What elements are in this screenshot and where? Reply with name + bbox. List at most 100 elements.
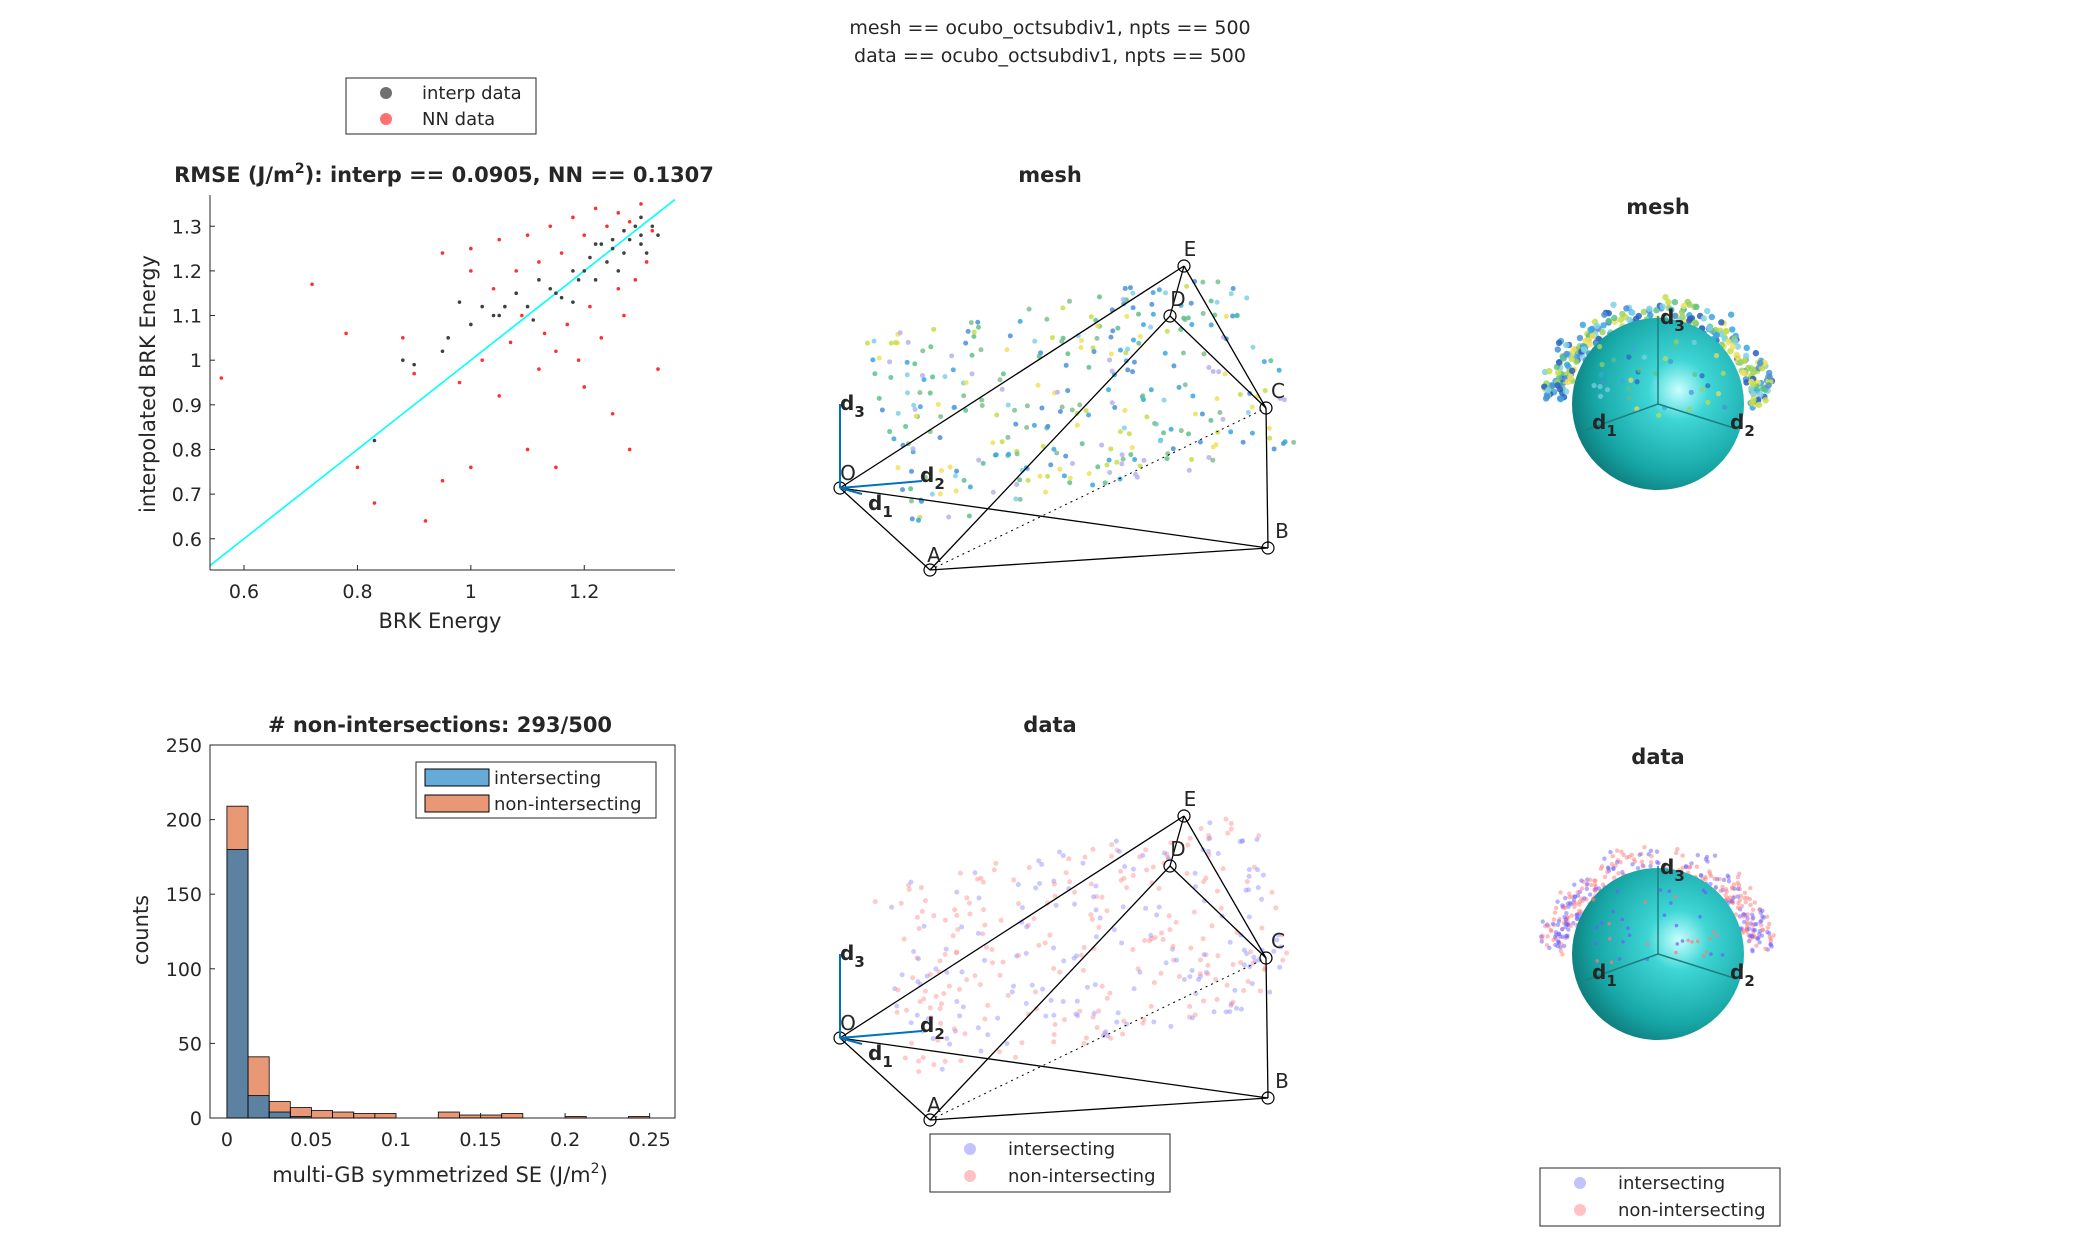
edge-EO [839, 815, 1185, 1039]
sphere-data-point [1560, 952, 1565, 957]
mesh-point [1123, 358, 1129, 364]
data-point [1192, 884, 1198, 890]
mesh-point [1182, 382, 1188, 388]
mesh-point [946, 514, 952, 520]
interp-point [491, 313, 496, 318]
data-point [1241, 947, 1247, 953]
sphere-data-point [1607, 937, 1612, 941]
sphere-mesh-point [1593, 322, 1601, 330]
sphere-data-point [1662, 913, 1667, 918]
axis-d3-label: d3 [840, 941, 865, 971]
data-point [1080, 967, 1086, 973]
mesh-point [1210, 457, 1216, 463]
sphere-data-point [1635, 865, 1641, 871]
data-point [1259, 925, 1265, 931]
mesh-point [1057, 408, 1063, 414]
data-point [1033, 885, 1039, 891]
sphere-mesh-point [1617, 316, 1625, 323]
data-point [1075, 1013, 1081, 1019]
sphere-data-point [1683, 864, 1689, 869]
data-point [1130, 947, 1136, 953]
bar-intersecting [268, 1111, 291, 1119]
data-point [1227, 1009, 1233, 1015]
interp-point [593, 242, 598, 246]
nn-point [480, 358, 484, 362]
sphere-data-point [1742, 895, 1747, 901]
data-point [1051, 945, 1057, 951]
sphere-mesh-point [1755, 401, 1763, 408]
mesh-point [915, 517, 921, 523]
data-point [1174, 957, 1180, 963]
data-point [1251, 954, 1257, 960]
mesh-point [963, 380, 969, 386]
sphere-data-point [1742, 890, 1748, 896]
data-point [1099, 894, 1105, 900]
data-point [1250, 960, 1256, 966]
sphere-data-point [1626, 926, 1630, 930]
mesh-point [920, 348, 926, 354]
data-point [1259, 896, 1265, 902]
data-point [1205, 971, 1211, 977]
data-point [942, 1058, 948, 1064]
mesh-point [1059, 404, 1065, 410]
nn-point [457, 380, 462, 385]
scatter-plot-area: 0.6 0.8 1 1.2 0.6 0.7 0.8 0.9 1 1.1 1.2 1.3 [172, 195, 676, 603]
sphere-mesh-point [1742, 352, 1750, 360]
sphere-data-point [1620, 869, 1625, 875]
bar-non-intersecting [353, 1113, 376, 1119]
sphere-data-point [1715, 933, 1719, 938]
data-point [1200, 936, 1206, 942]
sphere-mesh-point [1688, 389, 1694, 395]
sphere-data-point [1767, 921, 1772, 927]
sphere-data-point [1768, 936, 1773, 942]
data-point [983, 944, 989, 950]
mesh-point [1188, 300, 1194, 306]
data-point [1061, 958, 1067, 964]
mesh-point [929, 491, 935, 497]
mesh-point [1112, 404, 1118, 410]
legend-label-nn: NN data [422, 109, 495, 130]
sphere-data-point [1611, 909, 1616, 914]
sphere-data-point [1560, 934, 1565, 940]
fz-legend-marker-non-intersecting [964, 1170, 976, 1182]
mesh-point [980, 460, 986, 466]
sphere-data-point [1620, 917, 1625, 922]
data-point [908, 879, 914, 885]
sphere-mesh-point [1678, 308, 1686, 316]
sphere-data-point [1750, 915, 1756, 920]
data-point [1198, 825, 1204, 831]
data-point [1037, 881, 1043, 887]
data-point [952, 1028, 958, 1034]
mesh-point [1074, 422, 1080, 428]
nn-point [656, 367, 660, 371]
data-point [960, 1004, 966, 1010]
data-point [914, 1012, 920, 1018]
sphere-data-point [1739, 903, 1745, 909]
nn-point [310, 282, 314, 287]
data-point [928, 1015, 934, 1021]
mesh-point [1043, 489, 1049, 495]
mesh-point [908, 498, 914, 504]
sphere-mesh-point [1713, 353, 1720, 359]
data-point [985, 1032, 991, 1038]
mesh-point [911, 402, 917, 408]
mesh-point [1170, 446, 1176, 452]
data-point [1173, 919, 1179, 925]
edge-AB [929, 1097, 1269, 1121]
mesh-point [1228, 429, 1234, 435]
data-point [1051, 881, 1057, 887]
data-point [1201, 879, 1207, 885]
sphere-axis-d3-label: d3 [1660, 855, 1685, 885]
mesh-point [872, 371, 878, 377]
histogram-y-tick-label: 50 [178, 1033, 202, 1055]
sphere-data-point [1568, 923, 1573, 929]
nn-point [219, 376, 224, 380]
data-point [1071, 955, 1077, 961]
mesh-point [1065, 351, 1071, 357]
sphere-mesh-point [1611, 314, 1618, 322]
mesh-point [1250, 344, 1256, 350]
legend-label-interp: interp data [422, 83, 522, 104]
mesh-point [1067, 480, 1073, 486]
vertex-d-label: D [1170, 287, 1185, 311]
data-point [1091, 894, 1097, 900]
